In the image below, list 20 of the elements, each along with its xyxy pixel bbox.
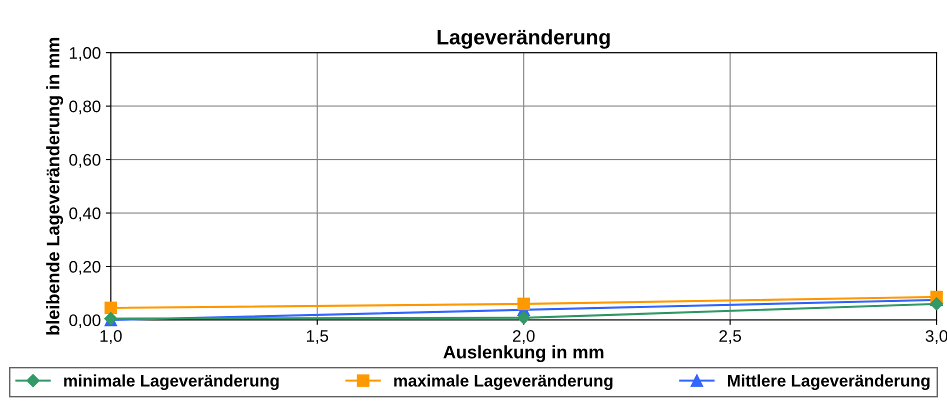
x-tick-label: 1,0 bbox=[100, 330, 122, 344]
chart-title: Lageveränderung bbox=[438, 29, 610, 49]
point bbox=[104, 302, 118, 314]
x-tick-label: 2,5 bbox=[719, 330, 742, 344]
point bbox=[517, 298, 530, 310]
y-tick-label: 1,00 bbox=[70, 47, 100, 61]
x-tick-label: 2,0 bbox=[512, 330, 535, 344]
point bbox=[517, 311, 530, 324]
y-tick-label: 0,60 bbox=[69, 154, 100, 168]
y-tick-label: 0,40 bbox=[69, 207, 100, 222]
x-axis-title: Auslenkung in mm bbox=[443, 345, 604, 362]
y-axis-title: bleibende Lageveränderung in mm bbox=[46, 38, 64, 335]
legend-label: minimale Lageveränderung bbox=[64, 374, 279, 390]
y-tick-label: 0,00 bbox=[69, 314, 100, 328]
legend-label: maximale Lageveränderung bbox=[394, 374, 612, 390]
y-tick-label: 0,80 bbox=[69, 100, 100, 114]
legend-label: Mittlere Lageveränderung bbox=[728, 374, 930, 390]
y-tick-label: 0,20 bbox=[69, 260, 100, 275]
point bbox=[930, 297, 944, 310]
x-tick-label: 1,5 bbox=[306, 330, 328, 344]
